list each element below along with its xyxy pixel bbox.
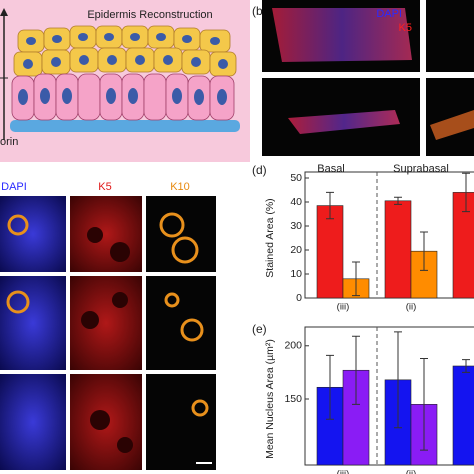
y-tick-label: 30 [290, 220, 302, 232]
y-tick-label: 10 [290, 268, 302, 280]
error-bar [394, 331, 402, 429]
illustration: Epidermis Reconstruction orin [0, 0, 250, 162]
error-bar [420, 358, 428, 451]
error-bar [352, 261, 360, 297]
group-label: Basal [317, 163, 345, 175]
error-bar [394, 196, 402, 205]
bar [452, 192, 474, 299]
y-tick-label: 200 [284, 340, 302, 352]
panel-label: (e) [252, 322, 267, 336]
column-header: K10 [170, 181, 190, 193]
plot-frame [304, 171, 474, 299]
y-axis-label: Mean Nucleus Area (µm²) [264, 339, 276, 459]
illustration-label: orin [0, 136, 18, 148]
panel-b: (b) DAPI K5 [252, 0, 474, 156]
y-tick-label: 50 [290, 172, 302, 184]
bar [452, 365, 474, 466]
bar [384, 200, 412, 299]
illustration-title: Epidermis Reconstruction [87, 9, 212, 21]
error-bar [326, 354, 334, 420]
y-tick-label: 40 [290, 196, 302, 208]
y-tick-label: 20 [290, 244, 302, 256]
bar [316, 205, 344, 299]
error-bar [420, 231, 428, 271]
y-tick-label: 0 [296, 292, 302, 304]
panel-label: (d) [252, 163, 267, 177]
x-tick-label: (iii) [337, 469, 350, 474]
plot-frame [304, 326, 474, 466]
y-axis-label: Stained Area (%) [264, 198, 276, 277]
column-header: DAPI [1, 181, 27, 193]
column-header: K5 [98, 181, 111, 193]
stain-label: DAPI [376, 8, 402, 20]
error-bar [462, 359, 470, 373]
stain-label: K5 [399, 22, 412, 34]
error-bar [326, 191, 334, 220]
error-bar [352, 335, 360, 405]
x-tick-label: (iii) [337, 302, 350, 313]
error-bar [462, 172, 470, 213]
x-tick-label: (ii) [406, 469, 417, 474]
group-label: Suprabasal [393, 163, 449, 175]
micrograph-grid: DAPI K5 K10 [0, 181, 216, 470]
x-tick-label: (ii) [406, 302, 417, 313]
y-tick-label: 150 [284, 393, 302, 405]
